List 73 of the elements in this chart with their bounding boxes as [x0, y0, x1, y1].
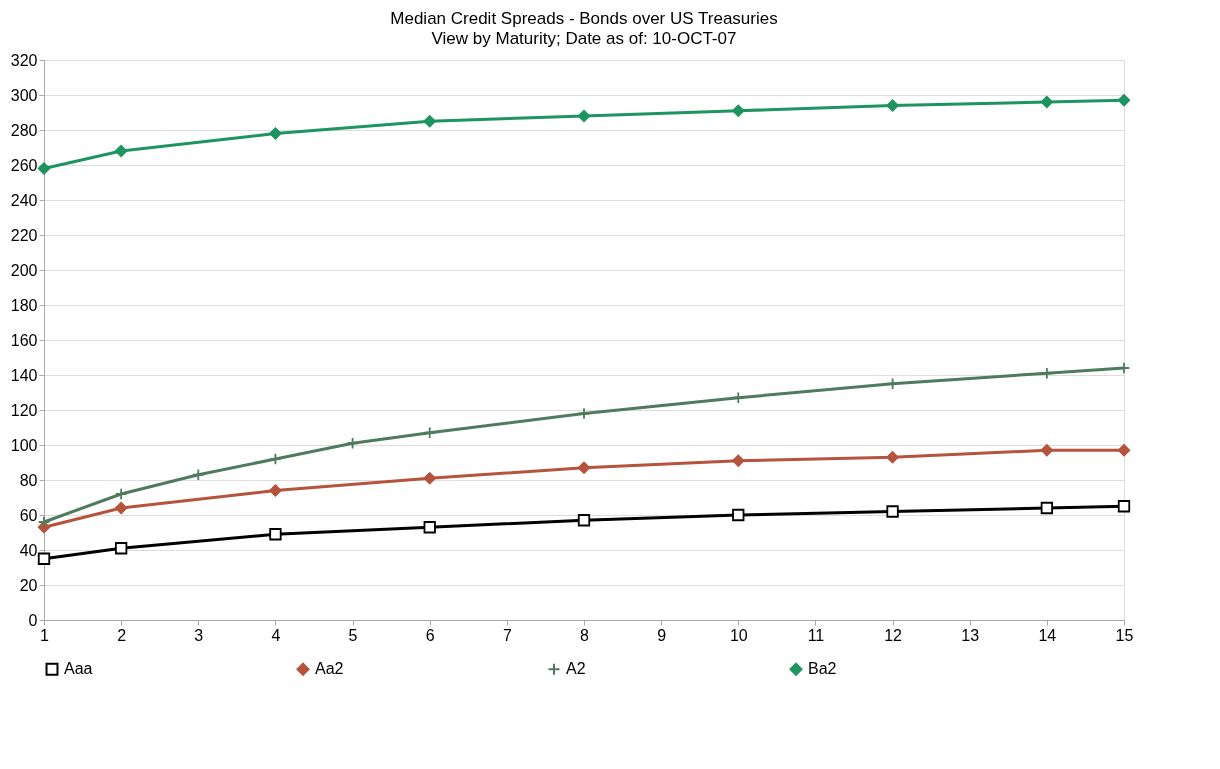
y-tick-label: 300	[10, 86, 38, 104]
chart-title: Median Credit Spreads - Bonds over US Treasuries	[390, 9, 778, 28]
x-tick-label: 10	[729, 626, 748, 644]
y-tick-label: 40	[19, 541, 38, 559]
legend-label: Ba2	[808, 660, 837, 678]
x-tick-label: 9	[657, 626, 667, 644]
point	[192, 468, 205, 481]
point	[577, 461, 591, 474]
legend-label: A2	[566, 660, 586, 678]
y-tick-label: 60	[19, 506, 38, 524]
point	[886, 451, 899, 464]
point	[269, 127, 282, 140]
point	[423, 115, 436, 128]
point	[886, 377, 899, 390]
point	[1040, 501, 1053, 515]
x-tick-label: 15	[1115, 626, 1134, 644]
x-tick-label: 6	[425, 626, 435, 644]
y-tick-label: 80	[19, 471, 38, 489]
y-tick-label: 240	[10, 191, 38, 209]
point	[1117, 444, 1131, 457]
point	[115, 487, 128, 501]
point	[37, 515, 51, 529]
x-tick-label: 2	[117, 626, 127, 644]
point	[37, 552, 51, 565]
point	[577, 514, 591, 527]
point	[1117, 94, 1131, 107]
y-tick-label: 100	[10, 436, 38, 454]
point	[115, 501, 128, 515]
point	[1117, 500, 1131, 513]
point	[269, 484, 282, 497]
point	[732, 508, 745, 522]
point	[1040, 444, 1053, 457]
x-tick-label: 8	[580, 626, 590, 644]
point	[577, 407, 591, 420]
chart-subtitle: View by Maturity; Date as of: 10-OCT-07	[431, 29, 737, 48]
y-tick-label: 180	[10, 296, 38, 314]
y-tick-label: 20	[19, 576, 38, 594]
point	[423, 472, 436, 485]
point	[886, 99, 899, 112]
point	[1040, 95, 1053, 109]
point	[886, 505, 899, 518]
point	[269, 528, 282, 541]
x-tick-label: 1	[40, 626, 50, 644]
y-tick-label: 280	[10, 121, 38, 139]
x-tick-label: 7	[502, 626, 512, 644]
y-tick-label: 140	[10, 366, 38, 384]
x-tick-label: 4	[271, 626, 281, 644]
point	[423, 426, 436, 439]
y-tick-label: 320	[10, 51, 38, 69]
legend-label: Aa2	[315, 660, 344, 678]
x-tick-label: 13	[961, 626, 980, 644]
point	[732, 454, 745, 467]
x-tick-label: 12	[884, 626, 903, 644]
point	[115, 144, 128, 158]
x-tick-label: 11	[807, 626, 825, 644]
y-tick-label: 220	[10, 226, 38, 244]
point	[115, 542, 128, 555]
y-tick-label: 160	[10, 331, 38, 349]
point	[269, 452, 282, 466]
x-tick-label: 5	[348, 626, 358, 644]
point	[732, 104, 745, 117]
legend-label: Aaa	[64, 660, 93, 678]
y-tick-label: 260	[10, 156, 38, 174]
point	[37, 162, 51, 175]
y-tick-label: 120	[10, 401, 38, 419]
y-tick-label: 0	[28, 611, 38, 629]
x-tick-label: 14	[1038, 626, 1057, 644]
point	[346, 437, 359, 450]
point	[732, 391, 745, 404]
x-tick-label: 3	[194, 626, 204, 644]
point	[577, 109, 591, 123]
y-tick-label: 200	[10, 261, 38, 279]
point	[423, 521, 436, 534]
